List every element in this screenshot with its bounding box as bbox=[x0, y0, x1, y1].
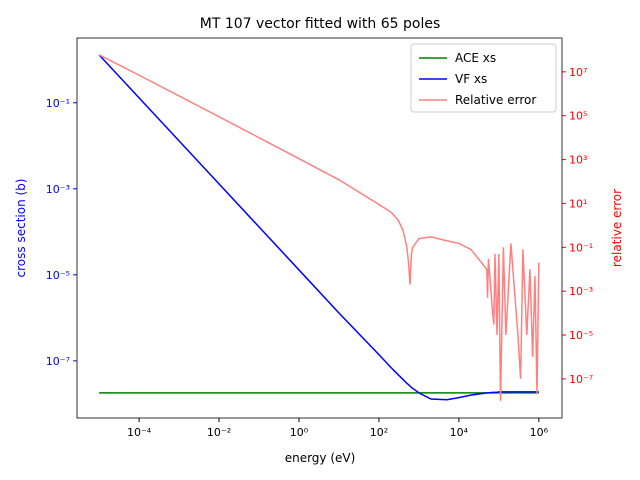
legend-label: Relative error bbox=[455, 93, 536, 107]
x-tick-label: 10² bbox=[370, 426, 388, 439]
legend-label: VF xs bbox=[455, 72, 487, 86]
series-line bbox=[98, 54, 539, 401]
legend-label: ACE xs bbox=[455, 51, 496, 65]
y2-tick-label: 10⁻¹ bbox=[569, 241, 593, 254]
y2-tick-label: 10¹ bbox=[569, 197, 587, 210]
y2-tick-label: 10⁻⁷ bbox=[569, 373, 593, 386]
y2-tick-label: 10⁷ bbox=[569, 66, 587, 79]
x-tick-label: 10⁻⁴ bbox=[127, 426, 152, 439]
y2-tick-label: 10⁵ bbox=[569, 110, 587, 123]
y-tick-label: 10⁻³ bbox=[46, 183, 70, 196]
plot-frame bbox=[76, 37, 563, 419]
x-tick-label: 10⁶ bbox=[530, 426, 549, 439]
chart-title: MT 107 vector fitted with 65 poles bbox=[200, 16, 441, 32]
x-axis-label: energy (eV) bbox=[285, 451, 356, 465]
y2-axis-label: relative error bbox=[610, 189, 624, 267]
series-line bbox=[98, 54, 540, 401]
y2-tick-label: 10³ bbox=[569, 154, 587, 167]
y-axis-label: cross section (b) bbox=[14, 179, 28, 278]
legend-box bbox=[410, 43, 557, 113]
y-tick-label: 10⁻⁵ bbox=[46, 269, 70, 282]
x-tick-label: 10⁰ bbox=[290, 426, 309, 439]
y2-tick-label: 10⁻³ bbox=[569, 285, 593, 298]
y2-tick-label: 10⁻⁵ bbox=[569, 329, 593, 342]
y-tick-label: 10⁻⁷ bbox=[46, 355, 70, 368]
y-tick-label: 10⁻¹ bbox=[46, 97, 70, 110]
x-tick-label: 10⁻² bbox=[207, 426, 231, 439]
x-tick-label: 10⁴ bbox=[450, 426, 469, 439]
